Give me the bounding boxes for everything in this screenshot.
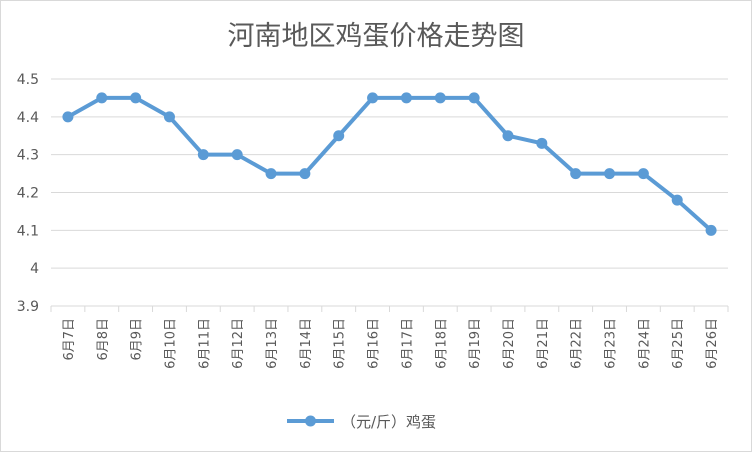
x-tick-label: 6月10日 [163,318,178,369]
x-tick-label: 6月25日 [671,318,686,369]
y-tick-label: 4 [30,261,39,277]
x-tick-label: 6月22日 [570,318,585,369]
x-tick-label: 6月24日 [637,318,652,369]
series-line [65,95,714,233]
data-point [130,92,142,104]
x-tick-label: 6月19日 [468,318,483,369]
x-tick-label: 6月18日 [434,318,449,369]
data-point [400,92,412,104]
y-tick-label: 4.3 [17,148,39,164]
y-tick-label: 4.4 [17,110,39,126]
x-tick-label: 6月16日 [367,318,382,369]
data-point [231,149,243,161]
data-point [62,111,74,123]
x-tick-label: 6月13日 [265,318,280,369]
x-tick-label: 6月26日 [705,318,720,369]
data-point [299,168,311,180]
data-point [265,168,277,180]
data-point [705,224,717,236]
x-tick-label: 6月23日 [604,318,619,369]
legend: （元/斤）鸡蛋 [287,413,436,431]
chart-title: 河南地区鸡蛋价格走势图 [228,21,525,52]
x-axis-ticks: 6月7日 6月8日 6月9日 6月10日 6月11日 6月12日 6月13日 6月14日 6月1… [50,306,729,369]
data-point [96,92,108,104]
y-tick-label: 4.1 [17,223,39,239]
x-tick-label: 6月11日 [197,318,212,369]
data-point [367,92,379,104]
data-point [197,149,209,161]
x-tick-label: 6月21日 [536,318,551,369]
y-tick-label: 3.9 [17,299,39,315]
data-point [536,137,548,149]
x-tick-label: 6月17日 [400,318,415,369]
series-layer [62,92,717,236]
legend-marker-swatch [305,415,316,427]
data-point [163,111,175,123]
data-point [637,168,649,180]
data-point [468,92,480,104]
x-tick-label: 6月12日 [231,318,246,369]
y-tick-label: 4.5 [17,72,39,88]
data-point [502,130,514,142]
x-tick-label: 6月9日 [130,318,145,361]
data-point [333,130,345,142]
y-tick-label: 4.2 [17,186,39,202]
y-axis-ticks: 3.9 4 4.1 4.2 4.3 4.4 4.5 [17,72,39,315]
data-point [671,194,683,206]
data-point [570,168,582,180]
x-tick-label: 6月7日 [62,318,77,361]
data-point [604,168,616,180]
x-tick-label: 6月20日 [502,318,517,369]
x-tick-label: 6月8日 [96,318,111,361]
x-tick-label: 6月14日 [299,318,314,369]
grid-lines [51,78,728,307]
x-tick-label: 6月15日 [333,318,348,369]
legend-label: （元/斤）鸡蛋 [341,413,436,431]
data-point [434,92,446,104]
